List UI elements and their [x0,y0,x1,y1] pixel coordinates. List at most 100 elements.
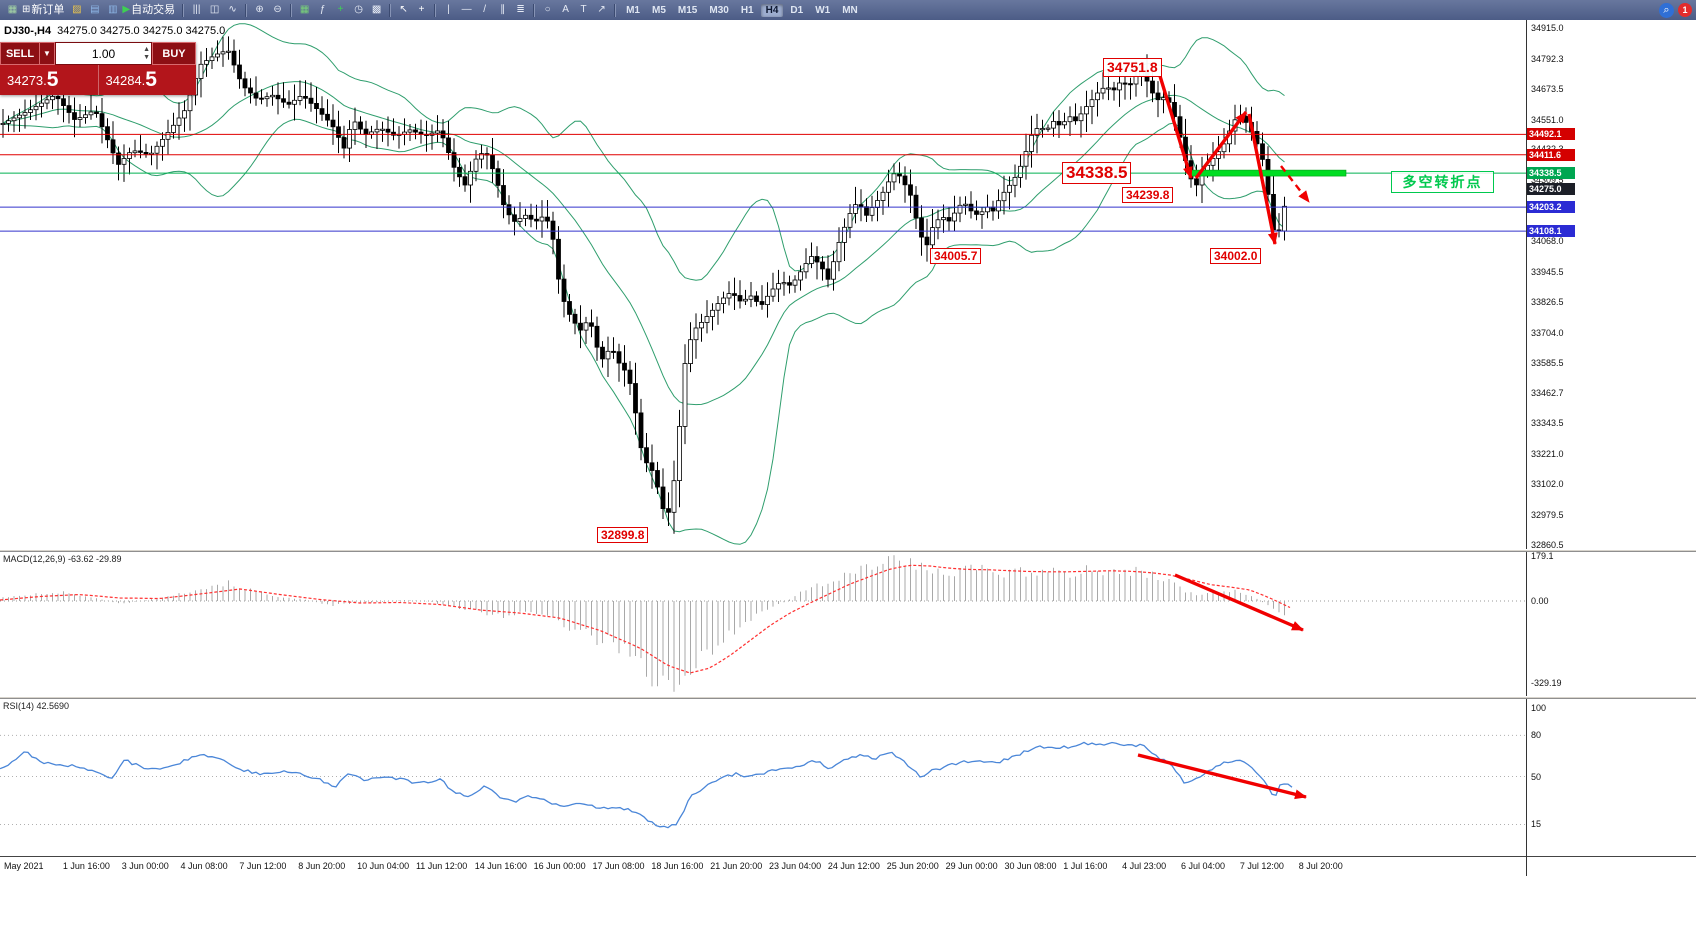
macd-scale-label: 179.1 [1531,551,1554,562]
time-label: 3 Jun 00:00 [121,861,169,871]
zoom-out-icon[interactable]: ⊖ [269,2,286,18]
main-chart-canvas[interactable] [0,20,1696,549]
zoom-in-icon[interactable]: ⊕ [251,2,268,18]
chart-window-icon[interactable]: ▦ [4,2,21,18]
channel-icon[interactable]: ∥ [494,2,511,18]
price-callout[interactable]: 34338.5 [1062,162,1132,185]
macd-trend-arrow[interactable] [1174,573,1304,632]
charts-folder-icon[interactable]: ▨ [68,2,85,18]
timeframe-toolbar: M1 M5 M15 M30 H1 H4 D1 W1 MN [620,3,864,17]
tile-windows-icon-glyph: ▦ [299,4,310,15]
price-scale-label: 34068.0 [1531,236,1564,247]
notification-badge[interactable]: 1 [1678,3,1692,17]
fibonacci-icon-glyph: ≣ [516,4,525,15]
time-label: 14 Jun 16:00 [474,861,527,871]
shapes-icon[interactable]: ○ [539,2,556,18]
price-callout[interactable]: 34005.7 [930,248,982,265]
volume-down-icon[interactable]: ▼ [143,53,150,61]
price-callout[interactable]: 34751.8 [1103,58,1162,77]
panel-separator[interactable] [0,549,1696,552]
timeframe-m1[interactable]: M1 [626,4,640,16]
market-watch-icon[interactable]: ▤ [86,2,103,18]
fibonacci-icon[interactable]: ≣ [512,2,529,18]
macd-canvas[interactable] [0,552,1696,696]
auto-trading-button[interactable]: ▶ 自动交易 [122,2,178,18]
price-scale-label: 34673.5 [1531,83,1564,94]
shapes-icon-glyph: ○ [544,4,551,15]
zoom-out-icon-glyph: ⊖ [273,4,282,15]
crosshair-icon[interactable]: + [413,2,430,18]
rsi-line [0,741,1293,829]
vertical-line-icon-glyph: | [447,4,450,15]
sell-price-main: 34273. [7,73,47,88]
timeframe-d1[interactable]: D1 [790,4,804,16]
time-label: 25 Jun 20:00 [886,861,939,871]
turning-point-label[interactable]: 多空转折点 [1391,171,1494,193]
timeframe-h4[interactable]: H4 [760,3,784,17]
search-icon[interactable]: ⌕ [1659,2,1674,18]
buy-button[interactable]: BUY [152,42,196,65]
price-scale-label: 33221.0 [1531,449,1564,460]
price-callout[interactable]: 34002.0 [1210,248,1262,265]
price-callout[interactable]: 32899.8 [597,527,649,544]
cursor-icon[interactable]: ↖ [395,2,412,18]
macd-signal-line [0,564,1291,674]
price-callout[interactable]: 34239.8 [1122,187,1174,204]
price-tag: 34492.1 [1527,128,1575,141]
panel-separator[interactable] [0,696,1696,699]
rsi-canvas[interactable] [0,699,1696,856]
time-label: 16 Jun 00:00 [533,861,586,871]
price-scale-label: 33704.0 [1531,327,1564,338]
volume-field: ▲ ▼ [55,42,152,65]
tile-windows-icon[interactable]: ▦ [296,2,313,18]
rsi-trend-arrow[interactable] [1137,753,1307,800]
time-label: 24 Jun 12:00 [827,861,880,871]
timeframe-w1[interactable]: W1 [815,4,831,16]
sell-price[interactable]: 34273. 5 [0,65,98,95]
chart-ohlc-label: 34275.0 34275.0 34275.0 34275.0 [57,25,226,37]
periods-icon[interactable]: ◷ [350,2,367,18]
timeframe-m5[interactable]: M5 [652,4,666,16]
arrow-tool-icon[interactable]: ↗ [593,2,610,18]
trendline-icon[interactable]: / [476,2,493,18]
add-indicator-icon[interactable]: + [332,2,349,18]
vertical-line-icon[interactable]: | [440,2,457,18]
volume-input[interactable] [56,42,151,65]
volume-up-icon[interactable]: ▲ [143,45,150,53]
new-order-button[interactable]: ⊞ 新订单 [22,2,67,18]
sell-button[interactable]: SELL [0,42,40,65]
macd-label: MACD(12,26,9) -63.62 -29.89 [3,554,122,564]
text-icon[interactable]: A [557,2,574,18]
horizontal-line-icon[interactable]: — [458,2,475,18]
price-scale-label: 32860.5 [1531,540,1564,550]
timeframe-mn[interactable]: MN [842,4,858,16]
data-window-icon[interactable]: ▥ [104,2,121,18]
time-axis[interactable]: May 2021 1 Jun 16:00 3 Jun 00:00 4 Jun 08:0… [0,856,1696,876]
zoom-in-icon-glyph: ⊕ [255,4,264,15]
buy-price-main: 34284. [105,73,146,88]
toolbar-separator [182,3,185,17]
templates-icon[interactable]: ▩ [368,2,385,18]
time-label: 1 Jun 16:00 [62,861,110,871]
volume-dropdown-caret[interactable]: ▼ [40,42,55,65]
timeframe-h1[interactable]: H1 [740,4,754,16]
crosshair-icon-glyph: + [418,4,425,15]
price-scale-label: 34792.3 [1531,53,1564,64]
time-label: 1 Jul 16:00 [1063,861,1108,871]
new-order-button-label: 新订单 [31,3,65,16]
candlestick-chart-icon[interactable]: ◫ [206,2,223,18]
timeframe-m30[interactable]: M30 [709,4,729,16]
line-chart-icon[interactable]: ∿ [224,2,241,18]
timeframe-m15[interactable]: M15 [677,4,698,16]
indicator-list-icon[interactable]: ƒ [314,2,331,18]
time-label: May 2021 [4,861,44,871]
time-label: 17 Jun 08:00 [592,861,645,871]
toolbar-separator [290,3,293,17]
auto-trading-button-label: 自动交易 [131,3,176,16]
toolbar-separator [245,3,248,17]
text-label-icon[interactable]: T [575,2,592,18]
time-label: 7 Jun 12:00 [239,861,287,871]
buy-price[interactable]: 34284. 5 [97,65,197,95]
market-watch-icon-glyph: ▤ [90,4,100,15]
bar-chart-icon[interactable]: ||| [188,2,205,18]
